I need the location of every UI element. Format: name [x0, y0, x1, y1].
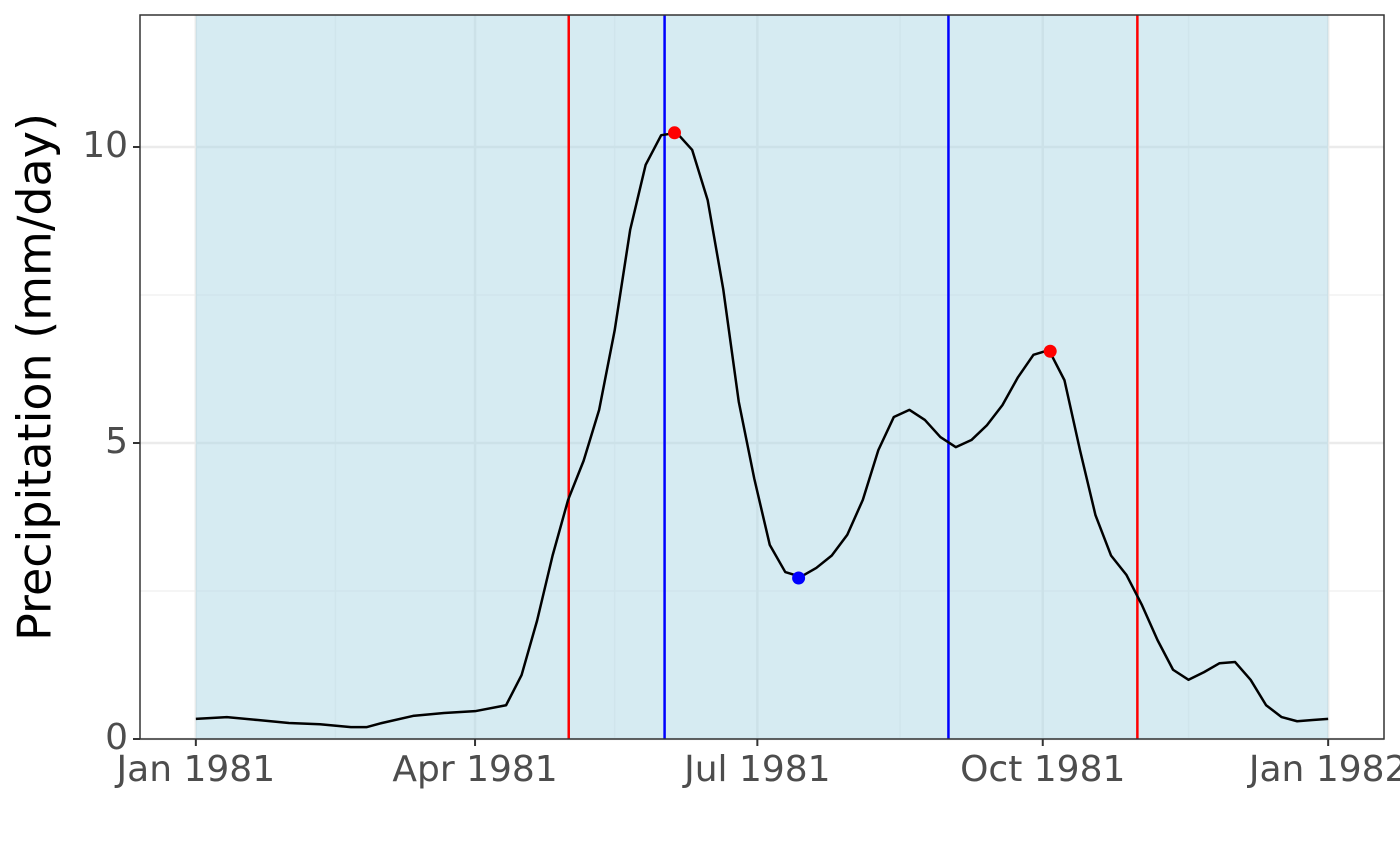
- y-tick-label: 0: [105, 717, 128, 758]
- x-tick-label: Jan 1982: [1247, 749, 1400, 790]
- y-tick-label: 5: [105, 421, 128, 462]
- y-tick-label: 10: [82, 125, 128, 166]
- y-axis-label: Precipitation (mm/day): [8, 113, 62, 641]
- x-tick-label: Oct 1981: [960, 749, 1125, 790]
- x-tick-label: Apr 1981: [392, 749, 557, 790]
- panel-border: [139, 14, 1385, 740]
- x-tick-label: Jul 1981: [682, 749, 831, 790]
- line: [195, 131, 1329, 729]
- x-tick-label: Jan 1981: [115, 749, 276, 790]
- point: [1043, 344, 1057, 358]
- point: [792, 571, 806, 585]
- point: [668, 126, 682, 140]
- shaded-region: [195, 15, 1329, 739]
